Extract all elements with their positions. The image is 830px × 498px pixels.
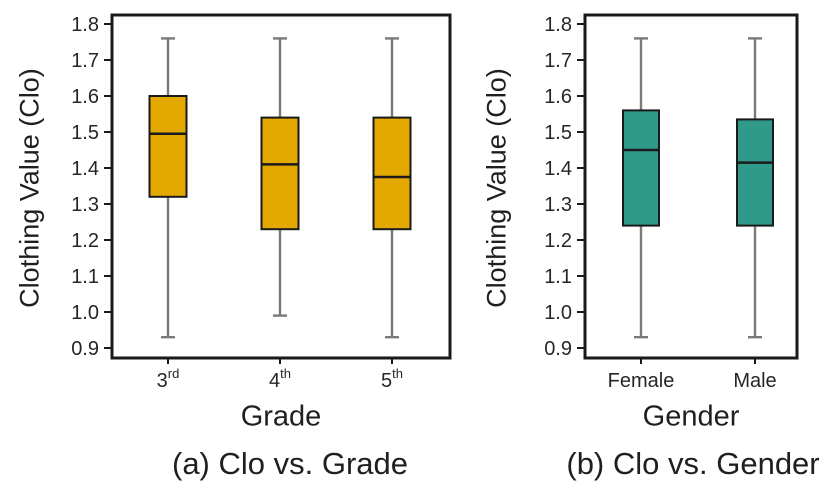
y-tick-label: 1.0 (71, 302, 99, 324)
x-category-label: Female (608, 370, 675, 392)
x-category-label: Male (733, 370, 776, 392)
subfigure-caption-b: (b) Clo vs. Gender (566, 446, 820, 481)
box-iqr (372, 116, 412, 231)
box-iqr (736, 118, 774, 227)
y-tick-label: 0.9 (544, 338, 572, 360)
x-category-label: 5th (381, 366, 403, 392)
y-tick-label: 1.4 (71, 158, 99, 180)
plot-frame (583, 13, 799, 360)
x-axis-title-gender: Gender (642, 400, 740, 433)
y-tick-label: 1.8 (544, 14, 572, 36)
subfigure-caption-a: (a) Clo vs. Grade (171, 446, 409, 481)
y-tick-label: 1.1 (71, 266, 99, 288)
y-tick-label: 1.3 (544, 194, 572, 216)
y-tick-label: 1.7 (544, 50, 572, 72)
x-category-label: 4th (269, 366, 291, 392)
y-axis-title-grade: Clothing Value (Clo) (14, 68, 45, 308)
y-tick-label: 1.5 (544, 122, 572, 144)
y-tick-label: 0.9 (71, 338, 99, 360)
box-iqr (260, 116, 300, 231)
y-tick-label: 1.0 (544, 302, 572, 324)
x-axis-title-grade: Grade (240, 400, 322, 433)
y-tick-label: 1.6 (544, 86, 572, 108)
y-axis-title-gender: Clothing Value (Clo) (481, 68, 512, 308)
y-tick-label: 1.7 (71, 50, 99, 72)
y-tick-label: 1.3 (71, 194, 99, 216)
y-tick-label: 1.4 (544, 158, 572, 180)
y-tick-label: 1.8 (71, 14, 99, 36)
y-tick-label: 1.2 (71, 230, 99, 252)
y-tick-label: 1.2 (544, 230, 572, 252)
plot-clo-vs-gender: 1.8 1.7 1.6 1.5 1.4 1.3 1.2 1.1 1.0 0.9 Female Male (544, 13, 799, 392)
y-tick-label: 1.1 (544, 266, 572, 288)
box-iqr (622, 109, 660, 227)
y-tick-label: 1.6 (71, 86, 99, 108)
y-tick-label: 1.5 (71, 122, 99, 144)
box-iqr (148, 95, 188, 198)
plot-frame (110, 13, 452, 360)
x-category-label: 3rd (157, 366, 180, 392)
plot-clo-vs-grade: 1.8 1.7 1.6 1.5 1.4 1.3 1.2 1.1 1.0 0.9 3rd 4th 5th (71, 13, 452, 392)
